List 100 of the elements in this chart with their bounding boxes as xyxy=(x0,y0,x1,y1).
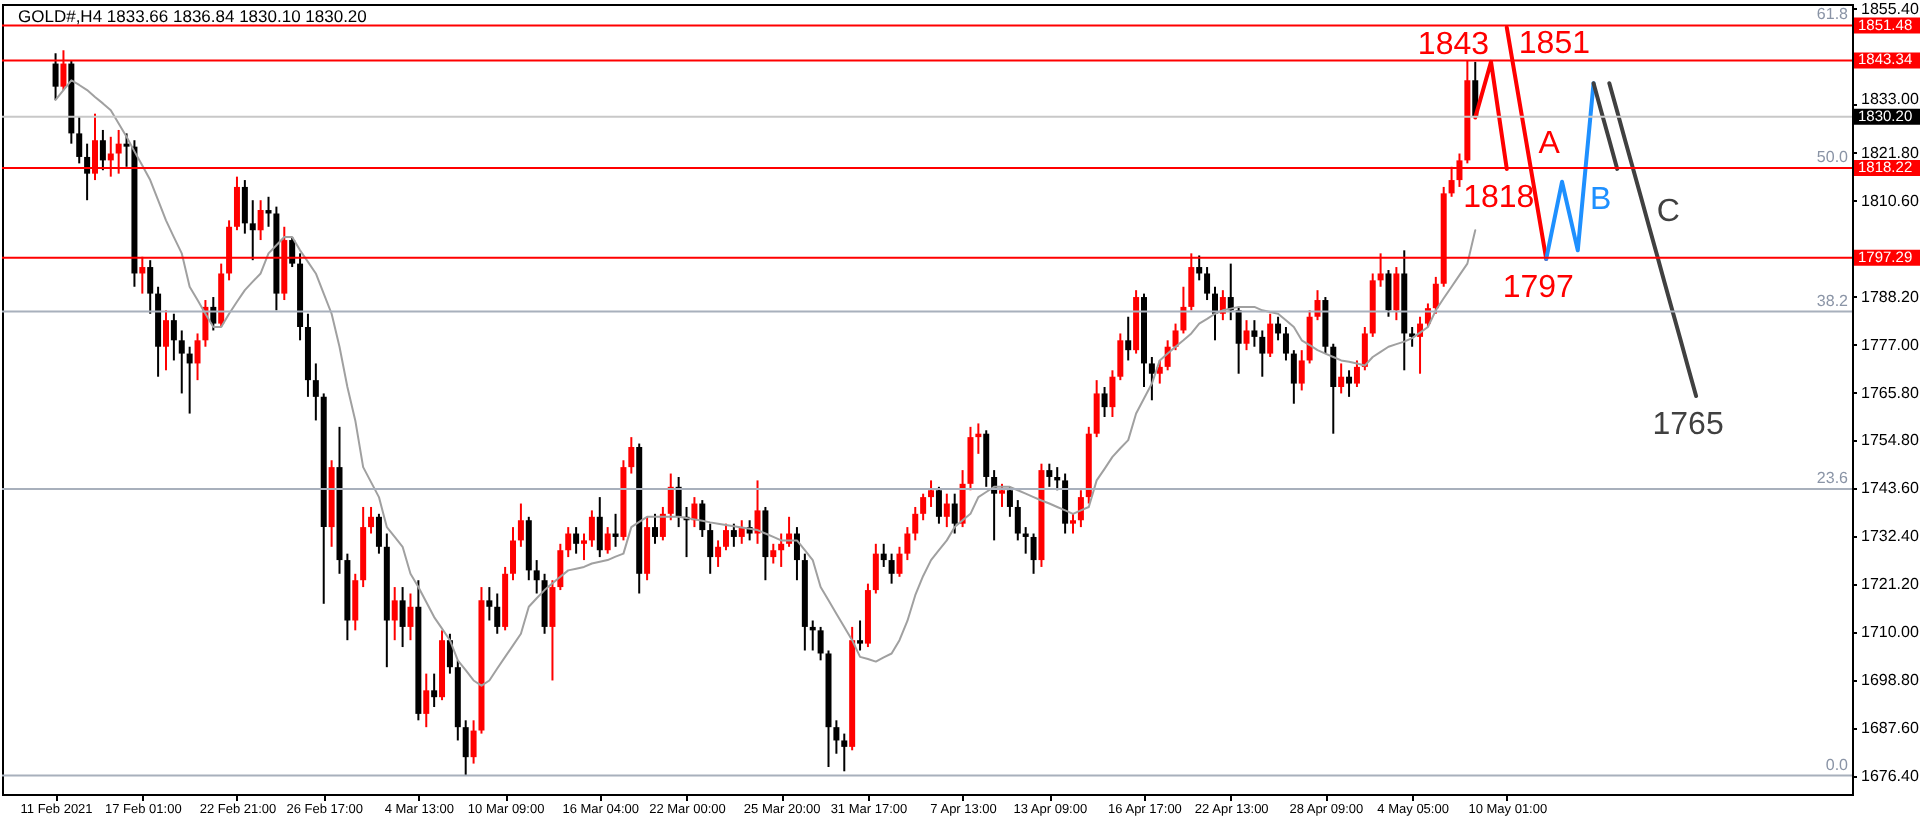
candlestick xyxy=(675,475,682,529)
annotation: 61.8 xyxy=(1816,4,1850,23)
candlestick xyxy=(1353,359,1360,388)
candlestick xyxy=(628,436,635,475)
y-tick-label: 1777.00 xyxy=(1861,335,1920,354)
data-label: 1851 xyxy=(1518,26,1591,61)
candlestick xyxy=(928,479,935,508)
candlestick xyxy=(707,522,714,575)
candlestick xyxy=(517,502,524,548)
candlestick xyxy=(762,505,769,582)
annotation: 23.6 xyxy=(1816,468,1850,487)
candlestick xyxy=(1046,462,1053,488)
series-label: C xyxy=(1656,195,1680,230)
candlestick xyxy=(722,522,729,552)
candlestick xyxy=(1014,499,1021,542)
candlestick xyxy=(699,499,706,538)
y-tick-label: 1687.60 xyxy=(1861,718,1920,737)
candlestick xyxy=(549,579,556,682)
candlestick xyxy=(257,199,264,242)
candlestick xyxy=(604,526,611,555)
candlestick xyxy=(1204,266,1211,302)
candlestick xyxy=(423,672,430,729)
candlestick xyxy=(1101,386,1108,418)
candlestick xyxy=(659,505,666,542)
series-label: A xyxy=(1538,127,1561,162)
candlestick xyxy=(1306,309,1313,365)
candlestick xyxy=(52,52,59,101)
candlestick xyxy=(1243,319,1250,352)
candlestick xyxy=(1062,472,1069,535)
candlestick xyxy=(1070,512,1076,535)
candlestick xyxy=(896,545,903,578)
y-tick-label: 1732.40 xyxy=(1861,526,1920,545)
candlestick xyxy=(754,479,761,545)
candlestick xyxy=(170,312,177,362)
candlestick xyxy=(730,522,737,548)
data-label: 1797 xyxy=(1502,270,1575,305)
candlestick xyxy=(817,625,824,662)
candlestick xyxy=(289,236,296,269)
series-label: B xyxy=(1589,182,1612,217)
annotation: 38.2 xyxy=(1816,291,1850,310)
candlestick xyxy=(1393,266,1400,322)
candlestick xyxy=(1385,269,1392,318)
candlestick xyxy=(644,515,651,582)
candlestick xyxy=(233,175,240,232)
candlestick xyxy=(1030,532,1037,575)
candlestick xyxy=(407,592,414,642)
candlestick xyxy=(312,362,319,422)
candlestick xyxy=(596,496,603,559)
y-tick-label: 1821.80 xyxy=(1861,143,1920,162)
y-tick-label: 1833.00 xyxy=(1861,90,1920,109)
candlestick xyxy=(391,586,398,642)
candlestick xyxy=(904,526,911,562)
candlestick xyxy=(841,732,848,773)
line-series xyxy=(1591,81,1620,171)
y-tick-label: 1788.20 xyxy=(1861,287,1920,306)
candlestick xyxy=(1275,315,1282,342)
candlestick xyxy=(651,512,658,545)
data-label: 1765 xyxy=(1652,408,1724,442)
candlestick xyxy=(147,259,154,315)
candlestick xyxy=(533,559,540,595)
candlestick xyxy=(1251,319,1258,348)
candlestick xyxy=(715,539,722,568)
candlestick xyxy=(462,719,469,777)
candlestick xyxy=(920,492,927,522)
candlestick xyxy=(1322,296,1329,355)
candlestick xyxy=(241,179,248,235)
candlestick xyxy=(872,542,879,595)
candlestick xyxy=(983,429,990,488)
candlestick xyxy=(778,532,785,568)
candlestick xyxy=(178,329,185,395)
candlestick xyxy=(375,512,382,555)
candlestick xyxy=(1290,349,1297,405)
data-label: 1818 xyxy=(1463,180,1535,215)
candlestick xyxy=(368,505,375,535)
candlestick xyxy=(431,672,438,709)
y-tick-label: 1765.80 xyxy=(1861,383,1920,402)
candlestick xyxy=(565,526,572,559)
candlestick xyxy=(1148,356,1155,402)
candlestick xyxy=(1361,326,1368,372)
candlestick xyxy=(770,542,777,565)
candlestick xyxy=(888,552,895,585)
y-tick-label: 1754.80 xyxy=(1861,430,1920,449)
candlestick xyxy=(99,128,106,172)
candlestick xyxy=(1196,254,1203,282)
candlestick xyxy=(1156,359,1163,385)
y-tick-label: 1698.80 xyxy=(1861,670,1920,689)
data-label: 1843 xyxy=(1417,27,1490,62)
candlestick xyxy=(1298,349,1305,392)
y-tick-label: 1743.60 xyxy=(1861,478,1920,497)
candlestick xyxy=(1235,305,1242,375)
candlestick xyxy=(76,115,83,165)
candlestick xyxy=(935,485,942,525)
candlestick xyxy=(1432,275,1439,315)
candlestick xyxy=(446,632,453,675)
y-tick-label: 1721.20 xyxy=(1861,574,1920,593)
candlestick xyxy=(1330,342,1337,435)
candlestick xyxy=(1109,369,1116,418)
candlestick xyxy=(1346,369,1353,398)
candlestick xyxy=(581,532,587,562)
y-tick-label: 1855.40 xyxy=(1861,0,1920,18)
